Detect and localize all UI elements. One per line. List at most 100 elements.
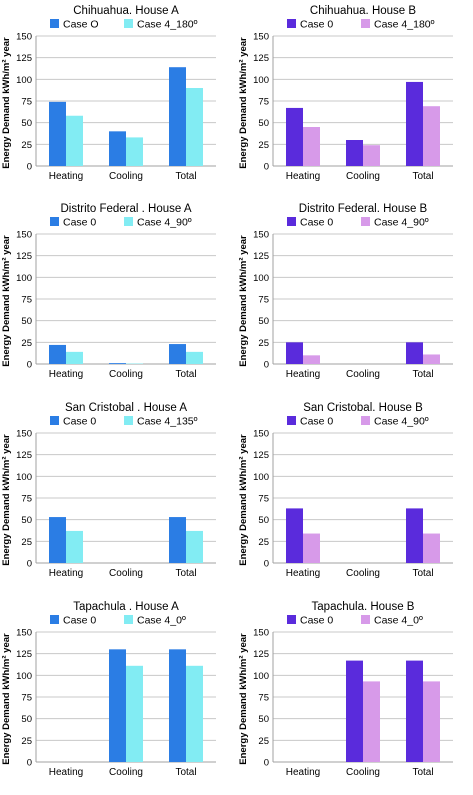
- y-tick-label: 0: [264, 360, 269, 371]
- legend-label: Case 0: [63, 416, 96, 428]
- legend-swatch: [50, 615, 59, 624]
- bar-heating-case0: [286, 108, 303, 166]
- legend-swatch: [287, 416, 296, 425]
- y-tick-label: 125: [253, 649, 269, 660]
- y-tick-label: 75: [21, 693, 32, 704]
- y-tick-label: 75: [258, 494, 269, 505]
- x-tick-label: Cooling: [346, 767, 380, 778]
- y-tick-label: 100: [253, 273, 269, 284]
- bar-heating-case4: [303, 127, 320, 166]
- legend-swatch: [287, 19, 296, 28]
- legend-label: Case 4_90º: [374, 416, 429, 428]
- bar-cooling-case0: [109, 131, 126, 166]
- x-tick-label: Heating: [49, 767, 83, 778]
- x-tick-label: Cooling: [346, 568, 380, 579]
- y-axis-label: Energy Demand kWh/m² year: [1, 633, 12, 765]
- y-tick-label: 75: [258, 693, 269, 704]
- y-tick-label: 0: [27, 758, 32, 769]
- y-tick-label: 25: [21, 736, 32, 747]
- legend-swatch: [124, 19, 133, 28]
- x-tick-label: Total: [412, 767, 433, 778]
- y-tick-label: 75: [258, 97, 269, 108]
- y-tick-label: 0: [264, 559, 269, 570]
- chart-title: Tapachula . House A: [73, 601, 179, 613]
- y-tick-label: 100: [16, 273, 32, 284]
- bar-total-case0: [169, 67, 186, 166]
- legend-label: Case O: [63, 19, 99, 31]
- bar-heating-case4: [66, 352, 83, 364]
- bar-cooling-case4: [126, 666, 143, 762]
- bar-total-case4: [423, 106, 440, 166]
- y-tick-label: 0: [264, 162, 269, 173]
- bar-heating-case0: [286, 508, 303, 563]
- y-axis-label: Energy Demand kWh/m² year: [238, 235, 249, 367]
- bar-total-case4: [423, 354, 440, 364]
- bar-heating-case0: [286, 342, 303, 364]
- y-tick-label: 75: [258, 295, 269, 306]
- legend-label: Case 4_180º: [137, 19, 198, 31]
- y-tick-label: 150: [253, 429, 269, 440]
- x-tick-label: Cooling: [346, 171, 380, 182]
- bar-total-case4: [186, 666, 203, 762]
- y-tick-label: 125: [16, 450, 32, 461]
- y-tick-label: 50: [258, 515, 269, 526]
- bar-total-case4: [423, 534, 440, 563]
- y-tick-label: 150: [16, 429, 32, 440]
- bar-total-case4: [186, 531, 203, 563]
- bar-total-case0: [406, 661, 423, 762]
- bar-cooling-case0: [346, 661, 363, 762]
- bar-total-case4: [423, 681, 440, 762]
- y-tick-label: 150: [253, 628, 269, 639]
- legend-label: Case 0: [300, 416, 333, 428]
- y-tick-label: 50: [21, 118, 32, 129]
- y-tick-label: 0: [27, 360, 32, 371]
- legend-label: Case 4_90º: [137, 217, 192, 229]
- bar-heating-case0: [49, 102, 66, 166]
- bar-total-case0: [169, 517, 186, 563]
- legend-swatch: [361, 19, 370, 28]
- legend-swatch: [287, 217, 296, 226]
- x-tick-label: Total: [175, 171, 196, 182]
- x-tick-label: Total: [412, 171, 433, 182]
- y-tick-label: 75: [21, 494, 32, 505]
- legend-label: Case 0: [300, 615, 333, 627]
- y-tick-label: 150: [16, 628, 32, 639]
- y-tick-label: 0: [27, 162, 32, 173]
- x-tick-label: Total: [175, 369, 196, 380]
- x-tick-label: Cooling: [109, 369, 143, 380]
- x-tick-label: Total: [412, 369, 433, 380]
- x-tick-label: Heating: [49, 369, 83, 380]
- bar-cooling-case4: [126, 137, 143, 166]
- y-axis-label: Energy Demand kWh/m² year: [1, 37, 12, 169]
- legend-label: Case 4_0º: [137, 615, 186, 627]
- legend-swatch: [50, 19, 59, 28]
- bar-total-case4: [186, 88, 203, 166]
- y-tick-label: 125: [253, 53, 269, 64]
- x-tick-label: Total: [175, 767, 196, 778]
- bar-total-case0: [406, 342, 423, 364]
- y-axis-label: Energy Demand kWh/m² year: [238, 37, 249, 169]
- y-tick-label: 50: [258, 714, 269, 725]
- bar-total-case0: [169, 344, 186, 364]
- bar-cooling-case0: [109, 649, 126, 762]
- bar-total-case4: [186, 352, 203, 364]
- x-tick-label: Total: [412, 568, 433, 579]
- bar-heating-case0: [49, 517, 66, 563]
- y-tick-label: 50: [21, 515, 32, 526]
- y-axis-label: Energy Demand kWh/m² year: [1, 235, 12, 367]
- y-tick-label: 100: [16, 75, 32, 86]
- bar-cooling-case0: [109, 363, 126, 364]
- y-tick-label: 50: [258, 316, 269, 327]
- y-axis-label: Energy Demand kWh/m² year: [1, 434, 12, 566]
- legend-swatch: [287, 615, 296, 624]
- y-tick-label: 100: [16, 671, 32, 682]
- y-tick-label: 0: [27, 559, 32, 570]
- x-tick-label: Heating: [49, 568, 83, 579]
- legend-swatch: [361, 217, 370, 226]
- x-tick-label: Heating: [286, 171, 320, 182]
- y-tick-label: 100: [16, 472, 32, 483]
- legend-label: Case 0: [300, 19, 333, 31]
